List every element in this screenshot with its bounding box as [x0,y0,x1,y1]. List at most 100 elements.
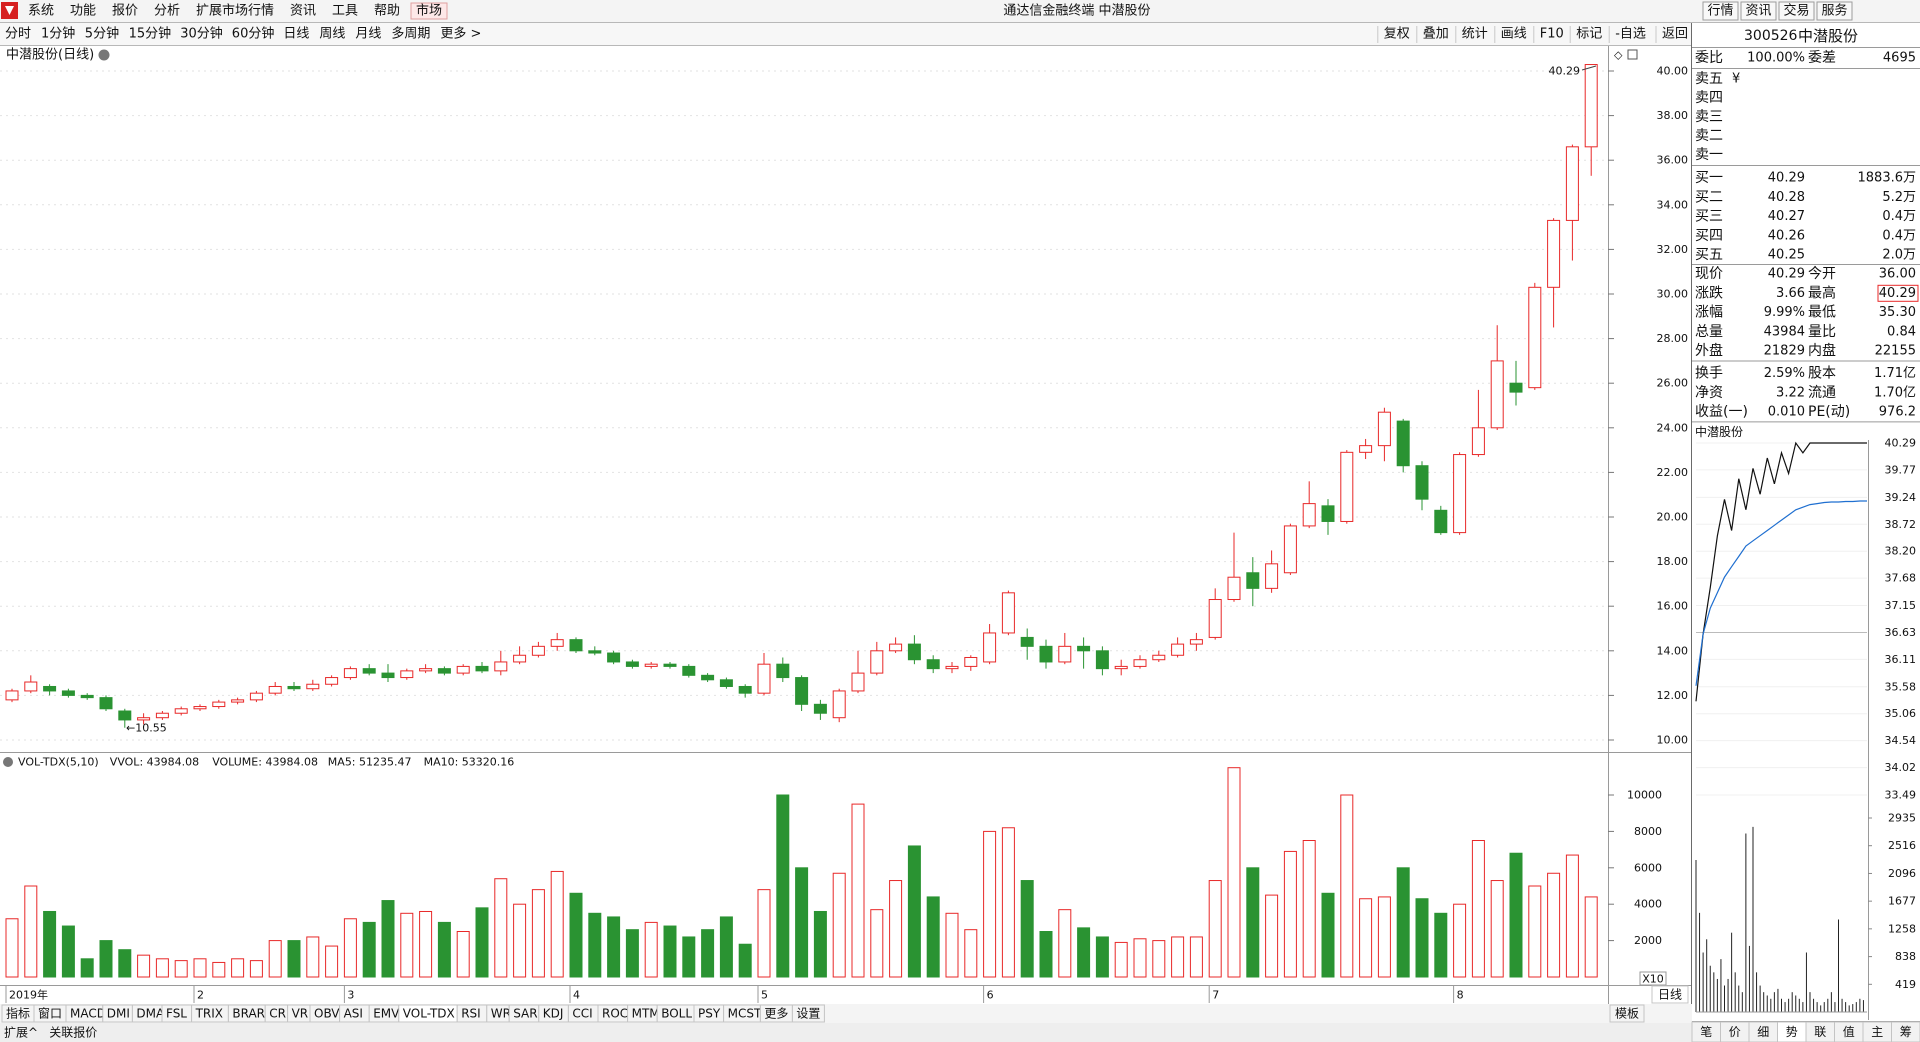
top-button[interactable]: 交易 [1783,3,1809,19]
top-button-box[interactable] [1816,1,1853,21]
stat-label: 换手 [1695,365,1723,382]
indicator-tab[interactable]: CR [269,1007,286,1021]
period-tab[interactable]: 月线 [355,27,381,42]
menu-item[interactable]: 报价 [112,4,138,19]
menu-item[interactable]: 分析 [154,4,180,19]
indicator-tab[interactable]: DMA [136,1007,165,1021]
mini-tab[interactable]: 势 [1786,1025,1798,1039]
volume-bar [268,940,282,978]
indicator-tab[interactable]: FSL [166,1007,187,1021]
market-button[interactable]: 市场 [416,3,442,19]
bid-label: 买五 [1695,247,1723,263]
stat-label: 内盘 [1808,342,1836,359]
tool-button[interactable]: 标记 [1576,27,1602,42]
indicator-tab[interactable]: RSI [461,1007,481,1021]
indicator-tab[interactable]: MACD [70,1007,106,1021]
indicator-tab[interactable]: ROC [602,1007,628,1021]
indicator-tab-box[interactable] [791,1004,825,1023]
period-tab[interactable]: 15分钟 [129,26,172,42]
tool-button[interactable]: 统计 [1462,27,1488,42]
menu-item[interactable]: 扩展市场行情 [196,3,274,19]
y-tick-label: 24.00 [1657,421,1689,434]
tool-button[interactable]: -自选 [1615,27,1646,42]
menu-item[interactable]: 工具 [332,4,358,19]
period-tab[interactable]: 30分钟 [180,26,223,42]
tool-button[interactable]: 画线 [1501,27,1527,42]
top-button-box[interactable] [1740,1,1777,21]
top-button-box[interactable] [1702,1,1739,21]
period-tab[interactable]: 60分钟 [232,26,275,42]
x-tick-label: 5 [761,989,768,1002]
tool-button[interactable]: 复权 [1384,26,1410,42]
indicator-tab[interactable]: VR [292,1007,309,1021]
indicator-tab[interactable]: ASI [344,1007,363,1021]
period-tab[interactable]: 更多 > [440,26,481,42]
indicator-tab[interactable]: SAR [513,1007,537,1021]
indicator-tab[interactable]: TRIX [195,1007,223,1021]
candle-body [1039,645,1053,663]
period-tab[interactable]: 5分钟 [85,26,119,42]
bid-volume: 0.4万 [1882,228,1916,243]
template-button[interactable]: 模板 [1615,1007,1639,1021]
x-tick-label: 4 [573,989,580,1002]
tool-button[interactable]: 返回 [1662,27,1688,42]
chart-window-icon[interactable] [1627,49,1638,60]
candle-body [588,650,602,654]
period-tab[interactable]: 日线 [283,27,309,42]
candle-body [306,683,320,690]
mini-tab[interactable]: 细 [1757,1025,1769,1039]
menu-item[interactable]: 系统 [28,4,54,19]
top-button[interactable]: 服务 [1821,3,1847,19]
volume-title-menu[interactable] [3,757,13,767]
indicator-tab[interactable]: CCI [572,1007,592,1021]
period-tab[interactable]: 多周期 [391,26,430,42]
chart-title-menu[interactable] [98,49,110,61]
mini-tab-box[interactable] [1891,1021,1920,1042]
volume-bar [701,929,715,978]
menu-item[interactable]: 功能 [70,4,96,19]
status-item[interactable]: 关联报价 [49,1025,97,1040]
mini-y-tick-label: 35.58 [1885,680,1917,693]
indicator-tab[interactable]: 设置 [796,1007,820,1021]
top-button[interactable]: 行情 [1707,4,1733,19]
menu-item[interactable]: 资讯 [290,4,316,19]
mini-y-tick-label: 35.06 [1885,707,1917,720]
chart-option-icon[interactable]: ◇ [1614,49,1623,62]
status-item[interactable]: 扩展^ [4,1026,38,1040]
tool-button[interactable]: 叠加 [1423,27,1449,42]
mini-tab[interactable]: 筹 [1900,1025,1912,1039]
indicator-tab[interactable]: OBV [314,1007,340,1021]
tool-button[interactable]: F10 [1540,27,1564,42]
indicator-tab[interactable]: PSY [698,1007,721,1021]
indicator-tab[interactable]: 窗口 [38,1007,62,1021]
period-tab[interactable]: 周线 [319,27,345,42]
indicator-tab[interactable]: KDJ [543,1007,564,1021]
mini-y-tick-label: 38.72 [1885,518,1917,531]
period-tab[interactable]: 1分钟 [41,26,75,42]
mini-tab[interactable]: 联 [1814,1025,1826,1039]
volume-bar [212,961,226,978]
indicator-tab[interactable]: DMI [107,1007,130,1021]
top-button[interactable]: 资讯 [1745,4,1771,19]
template-button-box[interactable] [1609,1004,1645,1023]
indicator-tab[interactable]: 更多 [764,1007,788,1021]
mini-tab[interactable]: 笔 [1700,1024,1712,1039]
volume-bar [1547,872,1561,978]
mini-tab[interactable]: 价 [1729,1025,1741,1039]
indicator-tab[interactable]: EMV [373,1007,400,1021]
chart-title: 中潜股份(日线) [6,48,94,63]
indicator-tab[interactable]: BOLL [661,1007,692,1021]
stock-code: 300526 [1744,28,1798,44]
indicator-tab[interactable]: MCST [728,1007,762,1021]
period-tab[interactable]: 分时 [5,27,31,42]
indicator-tab[interactable]: VOL-TDX [403,1007,455,1021]
top-button-box[interactable] [1778,1,1815,21]
indicator-tab[interactable]: BRAR [232,1007,265,1021]
mini-tab[interactable]: 值 [1843,1024,1855,1039]
indicator-tab[interactable]: 指标 [6,1006,30,1021]
indicator-tab[interactable]: MTM [632,1007,660,1021]
mini-tab[interactable]: 主 [1871,1025,1883,1039]
indicator-tab[interactable]: WR [491,1007,511,1021]
menu-item[interactable]: 帮助 [374,4,400,19]
volume-bar [1340,794,1354,978]
